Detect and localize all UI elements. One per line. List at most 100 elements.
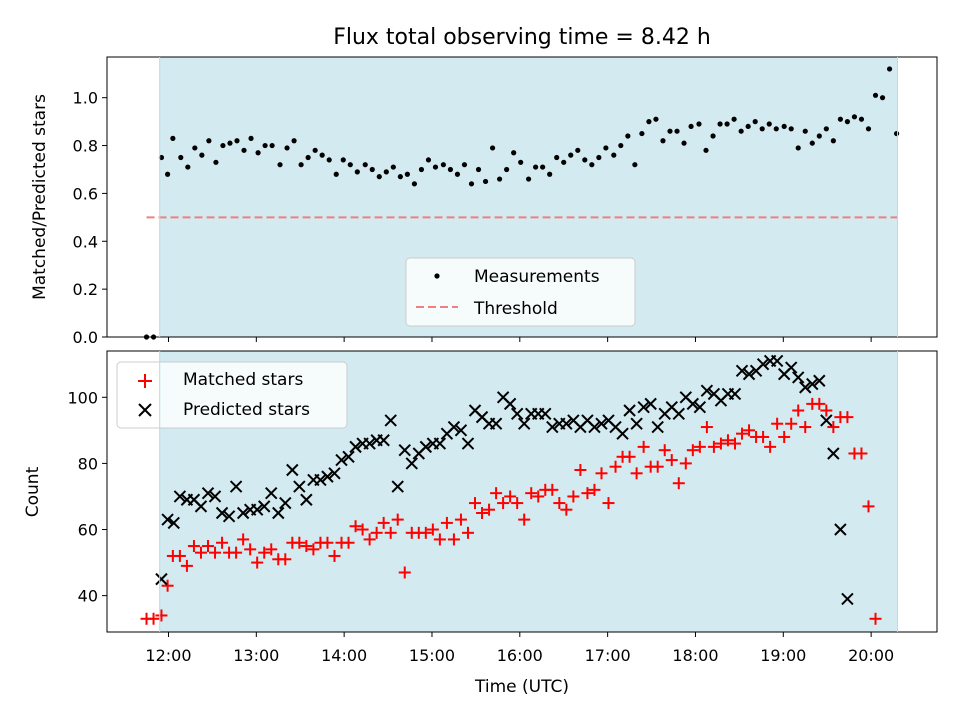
legend-measurements-marker <box>434 273 440 279</box>
measurement-point <box>425 157 432 163</box>
matched-point <box>651 460 664 473</box>
predicted-point <box>173 490 187 503</box>
measurement-point <box>688 123 694 130</box>
matched-point <box>686 444 699 457</box>
matched-point <box>792 404 805 417</box>
predicted-point <box>616 427 629 440</box>
legend-predicted-marker <box>138 403 152 417</box>
measurement-point <box>703 147 709 153</box>
measurement-point <box>837 116 843 122</box>
measurement-point <box>582 157 588 163</box>
top-ytick-label: 0.4 <box>73 232 98 251</box>
matched-point <box>799 421 812 434</box>
measurement-point <box>241 147 247 153</box>
matched-point <box>307 543 320 556</box>
predicted-point <box>272 506 285 520</box>
measurement-point <box>178 154 184 161</box>
measurement-point <box>497 176 503 182</box>
matched-point <box>525 487 538 500</box>
measurement-point <box>886 66 893 72</box>
predicted-point <box>155 572 168 586</box>
matched-point <box>560 503 573 516</box>
predicted-point <box>630 417 643 430</box>
measurement-point <box>255 150 261 156</box>
measurement-point <box>362 162 368 168</box>
matched-point <box>187 540 200 553</box>
measurement-point <box>540 164 546 170</box>
measurement-point <box>248 135 254 141</box>
measurement-point <box>206 138 212 144</box>
predicted-point <box>222 510 236 523</box>
top-ytick-label: 0.6 <box>73 184 98 203</box>
bottom-xtick-label: 12:00 <box>145 646 191 665</box>
matched-point <box>764 440 777 453</box>
matched-point <box>377 516 390 529</box>
matched-point <box>258 546 271 559</box>
predicted-point <box>447 420 461 434</box>
measurement-point <box>383 169 389 175</box>
measurement-point <box>632 162 638 168</box>
matched-point <box>490 487 503 500</box>
matched-point <box>398 566 411 579</box>
matched-point <box>511 497 524 510</box>
predicted-point <box>792 371 805 384</box>
predicted-point <box>735 364 749 378</box>
measurement-point <box>533 164 539 170</box>
matched-point <box>700 421 713 434</box>
matched-point <box>194 546 207 559</box>
measurement-point <box>185 164 191 170</box>
predicted-point <box>405 457 418 470</box>
measurement-point <box>227 140 233 146</box>
matched-point <box>384 526 397 539</box>
measurement-point <box>603 145 609 151</box>
measurement-point <box>511 150 517 156</box>
bottom-xtick-label: 14:00 <box>321 646 367 665</box>
measurement-point <box>611 152 617 158</box>
predicted-point <box>258 500 271 513</box>
bottom-ytick-label: 40 <box>78 587 98 606</box>
predicted-point <box>265 486 278 500</box>
bottom-xtick-label: 16:00 <box>497 646 543 665</box>
matched-point <box>469 497 482 510</box>
top-ytick-label: 0.8 <box>73 137 98 156</box>
predicted-point <box>756 358 770 371</box>
predicted-point <box>623 404 636 417</box>
measurement-point <box>568 152 574 158</box>
legend-predicted-label: Predicted stars <box>183 400 310 420</box>
matched-point <box>363 533 376 546</box>
predicted-point <box>784 361 798 374</box>
predicted-point <box>461 437 475 450</box>
predicted-point <box>560 417 573 430</box>
x-axis-label: Time (UTC) <box>474 677 569 697</box>
predicted-point <box>201 486 215 500</box>
matched-point <box>461 526 474 539</box>
top-ytick-label: 0.0 <box>73 328 98 347</box>
matched-point <box>679 457 692 470</box>
measurement-point <box>759 126 765 132</box>
predicted-point <box>398 443 411 457</box>
measurement-point <box>865 126 872 132</box>
measurement-point <box>305 154 311 161</box>
measurement-point <box>646 119 652 125</box>
measurement-point <box>418 166 425 173</box>
matched-point <box>454 513 467 526</box>
matched-point <box>300 540 313 553</box>
measurement-point <box>781 123 787 130</box>
measurement-point <box>710 133 716 139</box>
measurement-point <box>482 178 489 185</box>
bottom-legend: Matched stars Predicted stars <box>116 361 348 429</box>
measurement-point <box>397 174 403 180</box>
matched-point <box>714 437 727 450</box>
predicted-point <box>595 417 608 430</box>
measurement-point <box>618 142 624 149</box>
predicted-point <box>215 506 229 520</box>
predicted-point <box>454 424 468 437</box>
measurement-point <box>234 138 240 144</box>
matched-point <box>841 411 854 424</box>
matched-point <box>321 536 334 549</box>
matched-point <box>630 467 643 480</box>
measurement-point <box>199 152 205 158</box>
predicted-point <box>834 523 847 536</box>
measurement-point <box>333 171 339 177</box>
